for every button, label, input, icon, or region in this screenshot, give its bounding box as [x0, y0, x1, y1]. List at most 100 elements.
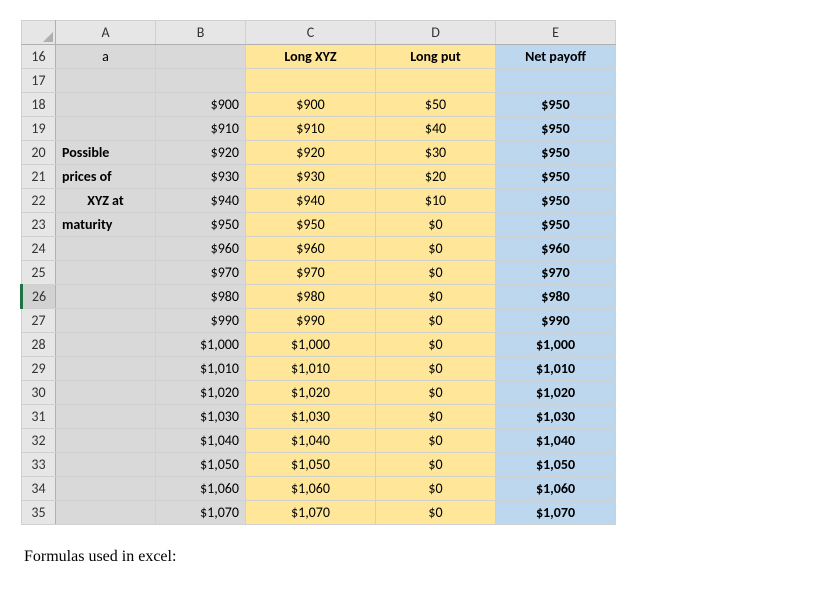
cell-E22[interactable]: $950	[496, 189, 616, 213]
cell-A16[interactable]: a	[56, 45, 156, 69]
cell-E16[interactable]: Net payoff	[496, 45, 616, 69]
cell-D22[interactable]: $10	[376, 189, 496, 213]
cell-C26[interactable]: $980	[246, 285, 376, 309]
cell-B32[interactable]: $1,040	[156, 429, 246, 453]
cell-E20[interactable]: $950	[496, 141, 616, 165]
cell-C24[interactable]: $960	[246, 237, 376, 261]
cell-A34[interactable]	[56, 477, 156, 501]
row-header-22[interactable]: 22	[22, 189, 56, 213]
cell-C23[interactable]: $950	[246, 213, 376, 237]
cell-A26[interactable]	[56, 285, 156, 309]
cell-B18[interactable]: $900	[156, 93, 246, 117]
cell-B33[interactable]: $1,050	[156, 453, 246, 477]
cell-B19[interactable]: $910	[156, 117, 246, 141]
cell-A23[interactable]: maturity	[56, 213, 156, 237]
cell-A24[interactable]	[56, 237, 156, 261]
cell-B30[interactable]: $1,020	[156, 381, 246, 405]
row-header-17[interactable]: 17	[22, 69, 56, 93]
cell-E23[interactable]: $950	[496, 213, 616, 237]
col-header-C[interactable]: C	[246, 21, 376, 45]
cell-E31[interactable]: $1,030	[496, 405, 616, 429]
cell-B21[interactable]: $930	[156, 165, 246, 189]
cell-E18[interactable]: $950	[496, 93, 616, 117]
row-header-32[interactable]: 32	[22, 429, 56, 453]
cell-A18[interactable]	[56, 93, 156, 117]
cell-A33[interactable]	[56, 453, 156, 477]
cell-E33[interactable]: $1,050	[496, 453, 616, 477]
cell-B22[interactable]: $940	[156, 189, 246, 213]
row-header-34[interactable]: 34	[22, 477, 56, 501]
col-header-D[interactable]: D	[376, 21, 496, 45]
cell-D16[interactable]: Long put	[376, 45, 496, 69]
row-header-19[interactable]: 19	[22, 117, 56, 141]
cell-C21[interactable]: $930	[246, 165, 376, 189]
row-header-21[interactable]: 21	[22, 165, 56, 189]
cell-E25[interactable]: $970	[496, 261, 616, 285]
cell-A17[interactable]	[56, 69, 156, 93]
cell-B23[interactable]: $950	[156, 213, 246, 237]
cell-E34[interactable]: $1,060	[496, 477, 616, 501]
cell-E35[interactable]: $1,070	[496, 501, 616, 525]
cell-D32[interactable]: $0	[376, 429, 496, 453]
row-header-33[interactable]: 33	[22, 453, 56, 477]
cell-E29[interactable]: $1,010	[496, 357, 616, 381]
cell-C27[interactable]: $990	[246, 309, 376, 333]
cell-C33[interactable]: $1,050	[246, 453, 376, 477]
cell-D23[interactable]: $0	[376, 213, 496, 237]
cell-D17[interactable]	[376, 69, 496, 93]
cell-C20[interactable]: $920	[246, 141, 376, 165]
cell-D19[interactable]: $40	[376, 117, 496, 141]
col-header-B[interactable]: B	[156, 21, 246, 45]
cell-B34[interactable]: $1,060	[156, 477, 246, 501]
cell-C18[interactable]: $900	[246, 93, 376, 117]
cell-D30[interactable]: $0	[376, 381, 496, 405]
cell-E19[interactable]: $950	[496, 117, 616, 141]
cell-D20[interactable]: $30	[376, 141, 496, 165]
cell-E24[interactable]: $960	[496, 237, 616, 261]
cell-B28[interactable]: $1,000	[156, 333, 246, 357]
cell-D35[interactable]: $0	[376, 501, 496, 525]
cell-B31[interactable]: $1,030	[156, 405, 246, 429]
cell-A28[interactable]	[56, 333, 156, 357]
cell-D21[interactable]: $20	[376, 165, 496, 189]
cell-E21[interactable]: $950	[496, 165, 616, 189]
cell-C16[interactable]: Long XYZ	[246, 45, 376, 69]
cell-B24[interactable]: $960	[156, 237, 246, 261]
spreadsheet-table[interactable]: A B C D E 16 a Long XYZ Long put Net pay…	[20, 20, 616, 525]
col-header-A[interactable]: A	[56, 21, 156, 45]
cell-D31[interactable]: $0	[376, 405, 496, 429]
cell-A35[interactable]	[56, 501, 156, 525]
row-header-30[interactable]: 30	[22, 381, 56, 405]
cell-A22[interactable]: XYZ at	[56, 189, 156, 213]
row-header-24[interactable]: 24	[22, 237, 56, 261]
cell-D34[interactable]: $0	[376, 477, 496, 501]
row-header-20[interactable]: 20	[22, 141, 56, 165]
cell-A29[interactable]	[56, 357, 156, 381]
row-header-28[interactable]: 28	[22, 333, 56, 357]
row-header-25[interactable]: 25	[22, 261, 56, 285]
cell-E30[interactable]: $1,020	[496, 381, 616, 405]
cell-D27[interactable]: $0	[376, 309, 496, 333]
row-header-18[interactable]: 18	[22, 93, 56, 117]
cell-C25[interactable]: $970	[246, 261, 376, 285]
cell-A25[interactable]	[56, 261, 156, 285]
cell-C28[interactable]: $1,000	[246, 333, 376, 357]
cell-C17[interactable]	[246, 69, 376, 93]
row-header-27[interactable]: 27	[22, 309, 56, 333]
cell-B35[interactable]: $1,070	[156, 501, 246, 525]
row-header-35[interactable]: 35	[22, 501, 56, 525]
cell-E27[interactable]: $990	[496, 309, 616, 333]
cell-A32[interactable]	[56, 429, 156, 453]
cell-C34[interactable]: $1,060	[246, 477, 376, 501]
cell-B29[interactable]: $1,010	[156, 357, 246, 381]
cell-C22[interactable]: $940	[246, 189, 376, 213]
cell-B25[interactable]: $970	[156, 261, 246, 285]
cell-D28[interactable]: $0	[376, 333, 496, 357]
cell-A27[interactable]	[56, 309, 156, 333]
cell-E32[interactable]: $1,040	[496, 429, 616, 453]
cell-B16[interactable]	[156, 45, 246, 69]
cell-E28[interactable]: $1,000	[496, 333, 616, 357]
cell-C29[interactable]: $1,010	[246, 357, 376, 381]
cell-B27[interactable]: $990	[156, 309, 246, 333]
cell-E17[interactable]	[496, 69, 616, 93]
